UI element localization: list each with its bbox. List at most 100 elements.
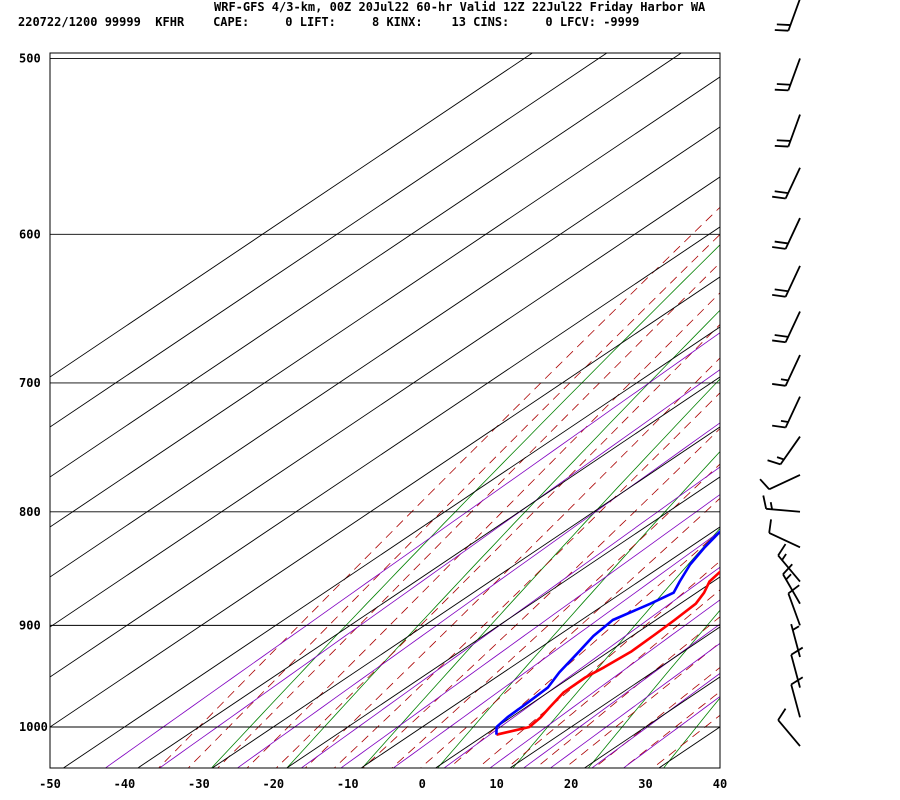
temperature-trace — [496, 570, 720, 736]
moist-adiabat-line — [477, 560, 720, 768]
wind-barb — [787, 584, 801, 626]
mixing-ratio-line — [158, 369, 720, 768]
moist-adiabat-line — [187, 233, 720, 768]
dewpoint-trace — [495, 529, 720, 735]
isotherm-line — [434, 576, 720, 768]
moist-adiabat-line — [564, 642, 720, 768]
mixing-ratio-line — [622, 696, 720, 768]
temperature-tick-label: 10 — [489, 777, 503, 791]
wind-barb — [774, 0, 801, 32]
pressure-tick-label: 800 — [19, 505, 41, 519]
wind-barb — [790, 676, 804, 718]
dry-adiabat-line — [512, 527, 720, 768]
mixing-ratio-line — [443, 566, 720, 768]
stability-indices: 220722/1200 99999 KFHR CAPE: 0 LIFT: 8 K… — [18, 15, 640, 29]
dry-adiabat-line — [437, 450, 720, 768]
moist-adiabat-line — [217, 262, 720, 768]
moist-adiabat-line — [535, 616, 720, 768]
isotherm-line — [360, 526, 720, 768]
dry-adiabat-line — [727, 0, 900, 783]
wind-barb — [774, 58, 801, 92]
wind-barb — [772, 354, 801, 387]
isotherm-line — [583, 676, 720, 768]
temperature-tick-label: -10 — [337, 777, 359, 791]
wind-barbs — [759, 0, 804, 747]
dry-adiabat-line — [879, 0, 900, 783]
wind-barb — [772, 311, 801, 344]
wind-barb — [777, 708, 801, 747]
pressure-tick-label: 700 — [19, 376, 41, 390]
pressure-tick-label: 900 — [19, 618, 41, 632]
moist-adiabat-line — [419, 497, 720, 768]
wind-barb — [774, 114, 801, 148]
wind-barb — [762, 495, 801, 513]
isotherm-line — [509, 626, 720, 768]
dry-adiabat-line — [286, 309, 720, 768]
isotherm-line — [211, 426, 720, 768]
dry-adiabat-line — [361, 378, 720, 768]
moist-adiabat-line — [448, 530, 720, 768]
background-lines — [104, 0, 900, 783]
wind-barb — [790, 623, 801, 658]
temperature-tick-label: -20 — [262, 777, 284, 791]
temperature-tick-label: -30 — [188, 777, 210, 791]
wind-barb — [759, 474, 801, 491]
isotherm-line — [62, 326, 720, 768]
moist-adiabat-line — [158, 206, 720, 768]
wind-barb — [772, 217, 801, 250]
mixing-ratio-line — [523, 623, 720, 768]
mixing-ratio-line — [489, 599, 720, 768]
moist-adiabat-line — [622, 691, 720, 768]
moist-adiabat-line — [246, 292, 720, 768]
mixing-ratio-line — [300, 466, 720, 768]
plot-frame — [49, 52, 721, 769]
temperature-tick-label: 30 — [638, 777, 652, 791]
mixing-ratio-line — [591, 672, 720, 768]
wind-barb — [790, 646, 804, 688]
chart-title: WRF-GFS 4/3-km, 00Z 20Jul22 60-hr Valid … — [214, 0, 706, 14]
pressure-tick-label: 500 — [19, 51, 41, 65]
wind-barb — [767, 436, 801, 466]
isotherm-line — [658, 726, 720, 768]
pressure-tick-label: 600 — [19, 227, 41, 241]
temperature-tick-label: 40 — [713, 777, 727, 791]
traces — [495, 529, 720, 736]
wind-barb — [772, 265, 801, 298]
temperature-tick-labels: -50 -40 -30 -20 -10 0 10 20 30 40 — [39, 777, 727, 791]
temperature-tick-label: 0 — [419, 777, 426, 791]
mixing-ratio-line — [236, 422, 720, 768]
wind-barb — [782, 563, 801, 605]
moist-adiabat-line — [506, 589, 720, 768]
moist-adiabat-line — [275, 323, 720, 768]
wind-barb — [768, 519, 801, 549]
temperature-tick-label: -50 — [39, 777, 61, 791]
moist-adiabat-line — [333, 392, 720, 768]
temperature-tick-label: -40 — [114, 777, 136, 791]
dry-adiabat-line — [587, 609, 720, 768]
wind-barb — [772, 167, 801, 200]
dry-adiabat-line — [803, 0, 900, 783]
pressure-tick-label: 1000 — [19, 720, 48, 734]
isotherm-line — [285, 476, 720, 768]
pressure-tick-labels: 4005006007008009001000 — [19, 51, 48, 734]
mixing-ratio-line — [104, 332, 720, 768]
wind-barb — [772, 396, 801, 429]
dry-adiabat-line — [210, 244, 720, 768]
chart-header: WRF-GFS 4/3-km, 00Z 20Jul22 60-hr Valid … — [0, 0, 900, 34]
isotherm-line — [137, 376, 720, 768]
mixing-ratio-line — [340, 494, 720, 768]
mixing-ratio-line — [392, 530, 720, 768]
moist-adiabat-line — [304, 357, 720, 768]
temperature-tick-label: 20 — [564, 777, 578, 791]
mixing-ratio-line — [549, 642, 720, 768]
